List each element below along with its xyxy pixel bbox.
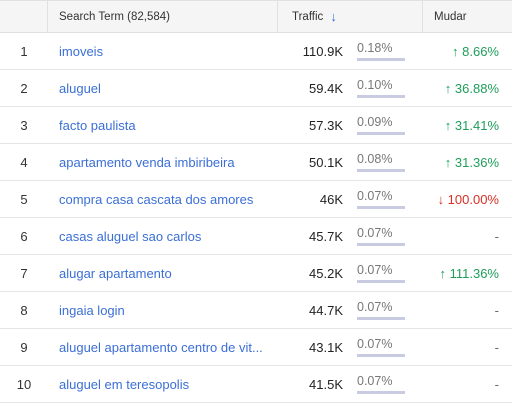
traffic-share-bar	[357, 95, 405, 98]
row-rank: 6	[20, 228, 28, 244]
traffic-share-bar	[357, 132, 405, 135]
table-body: 1 imoveis 110.9K 0.18% ↑ 8.66% 2 aluguel 59.4K 0…	[0, 33, 512, 403]
row-rank: 7	[20, 265, 28, 281]
table-row: 8 ingaia login 44.7K 0.07% -	[0, 292, 512, 329]
search-term-link[interactable]: casas aluguel sao carlos	[59, 228, 202, 244]
row-rank: 4	[20, 154, 28, 170]
search-term-link[interactable]: alugar apartamento	[59, 265, 172, 281]
table-row: 4 apartamento venda imbiribeira 50.1K 0.08%…	[0, 144, 512, 181]
traffic-header-label: Traffic	[292, 10, 324, 23]
change-value: -	[494, 339, 499, 355]
table-header: Search Term (82,584) Traffic ↓ Mudar	[0, 1, 512, 33]
traffic-share-percent: 0.07%	[357, 374, 393, 388]
traffic-share: 0.18%	[343, 33, 423, 69]
traffic-share-percent: 0.07%	[357, 263, 393, 277]
table-row: 9 aluguel apartamento centro de vit... 43.…	[0, 329, 512, 366]
search-term-header[interactable]: Search Term (82,584)	[48, 1, 278, 32]
share-header	[343, 1, 423, 32]
change-header[interactable]: Mudar	[434, 10, 467, 23]
traffic-share: 0.07%	[343, 366, 423, 402]
table-row: 2 aluguel 59.4K 0.10% ↑ 36.88%	[0, 70, 512, 107]
traffic-share-percent: 0.07%	[357, 226, 393, 240]
search-term-link[interactable]: compra casa cascata dos amores	[59, 191, 254, 207]
traffic-value: 44.7K	[309, 302, 343, 318]
search-term-link[interactable]: aluguel em teresopolis	[59, 376, 190, 392]
traffic-share: 0.08%	[343, 144, 423, 180]
traffic-share-percent: 0.08%	[357, 152, 393, 166]
traffic-value: 57.3K	[309, 117, 343, 133]
row-rank: 1	[20, 43, 28, 59]
row-rank: 10	[16, 376, 32, 392]
change-value: ↑ 31.36%	[444, 154, 499, 170]
change-value: -	[494, 302, 499, 318]
traffic-value: 110.9K	[302, 43, 343, 59]
row-rank: 2	[20, 80, 28, 96]
change-value: ↑ 8.66%	[452, 43, 499, 59]
search-term-link[interactable]: facto paulista	[59, 117, 136, 133]
traffic-share-bar	[357, 243, 405, 246]
traffic-share: 0.07%	[343, 181, 423, 217]
traffic-value: 45.2K	[309, 265, 343, 281]
traffic-share-bar	[357, 169, 405, 172]
traffic-share-bar	[357, 280, 405, 283]
traffic-share-percent: 0.07%	[357, 189, 393, 203]
traffic-share-percent: 0.18%	[357, 41, 393, 55]
table-row: 1 imoveis 110.9K 0.18% ↑ 8.66%	[0, 33, 512, 70]
traffic-value: 59.4K	[309, 80, 343, 96]
change-value: ↑ 36.88%	[444, 80, 499, 96]
change-value: -	[494, 228, 499, 244]
traffic-share-percent: 0.07%	[357, 300, 393, 314]
traffic-value: 41.5K	[309, 376, 343, 392]
table-row: 7 alugar apartamento 45.2K 0.07% ↑ 111.36%	[0, 255, 512, 292]
traffic-share: 0.09%	[343, 107, 423, 143]
table-row: 10 aluguel em teresopolis 41.5K 0.07% -	[0, 366, 512, 403]
row-rank: 8	[20, 302, 28, 318]
traffic-header[interactable]: Traffic ↓	[278, 1, 343, 32]
traffic-share-bar	[357, 58, 405, 61]
traffic-value: 50.1K	[309, 154, 343, 170]
traffic-share-bar	[357, 354, 405, 357]
traffic-share: 0.07%	[343, 329, 423, 365]
row-rank: 9	[20, 339, 28, 355]
search-term-link[interactable]: apartamento venda imbiribeira	[59, 154, 235, 170]
change-value: -	[494, 376, 499, 392]
traffic-share-percent: 0.10%	[357, 78, 393, 92]
traffic-value: 45.7K	[309, 228, 343, 244]
row-rank: 3	[20, 117, 28, 133]
traffic-value: 46K	[319, 191, 343, 207]
traffic-share-bar	[357, 206, 405, 209]
traffic-share-percent: 0.09%	[357, 115, 393, 129]
traffic-share-percent: 0.07%	[357, 337, 393, 351]
traffic-share: 0.07%	[343, 292, 423, 328]
traffic-share-bar	[357, 391, 405, 394]
search-term-link[interactable]: aluguel apartamento centro de vit...	[59, 339, 263, 355]
traffic-value: 43.1K	[309, 339, 343, 355]
change-value: ↑ 111.36%	[439, 265, 499, 281]
rank-header	[0, 1, 48, 32]
traffic-share: 0.07%	[343, 255, 423, 291]
change-value: ↓ 100.00%	[437, 191, 499, 207]
sort-descending-icon[interactable]: ↓	[330, 9, 337, 24]
search-term-link[interactable]: ingaia login	[59, 302, 125, 318]
traffic-share-bar	[357, 317, 405, 320]
table-row: 3 facto paulista 57.3K 0.09% ↑ 31.41%	[0, 107, 512, 144]
table-row: 6 casas aluguel sao carlos 45.7K 0.07% -	[0, 218, 512, 255]
traffic-share: 0.07%	[343, 218, 423, 254]
traffic-share: 0.10%	[343, 70, 423, 106]
search-term-link[interactable]: aluguel	[59, 80, 101, 96]
row-rank: 5	[20, 191, 28, 207]
change-value: ↑ 31.41%	[444, 117, 499, 133]
table-row: 5 compra casa cascata dos amores 46K 0.07% ↓…	[0, 181, 512, 218]
search-term-link[interactable]: imoveis	[59, 43, 104, 59]
